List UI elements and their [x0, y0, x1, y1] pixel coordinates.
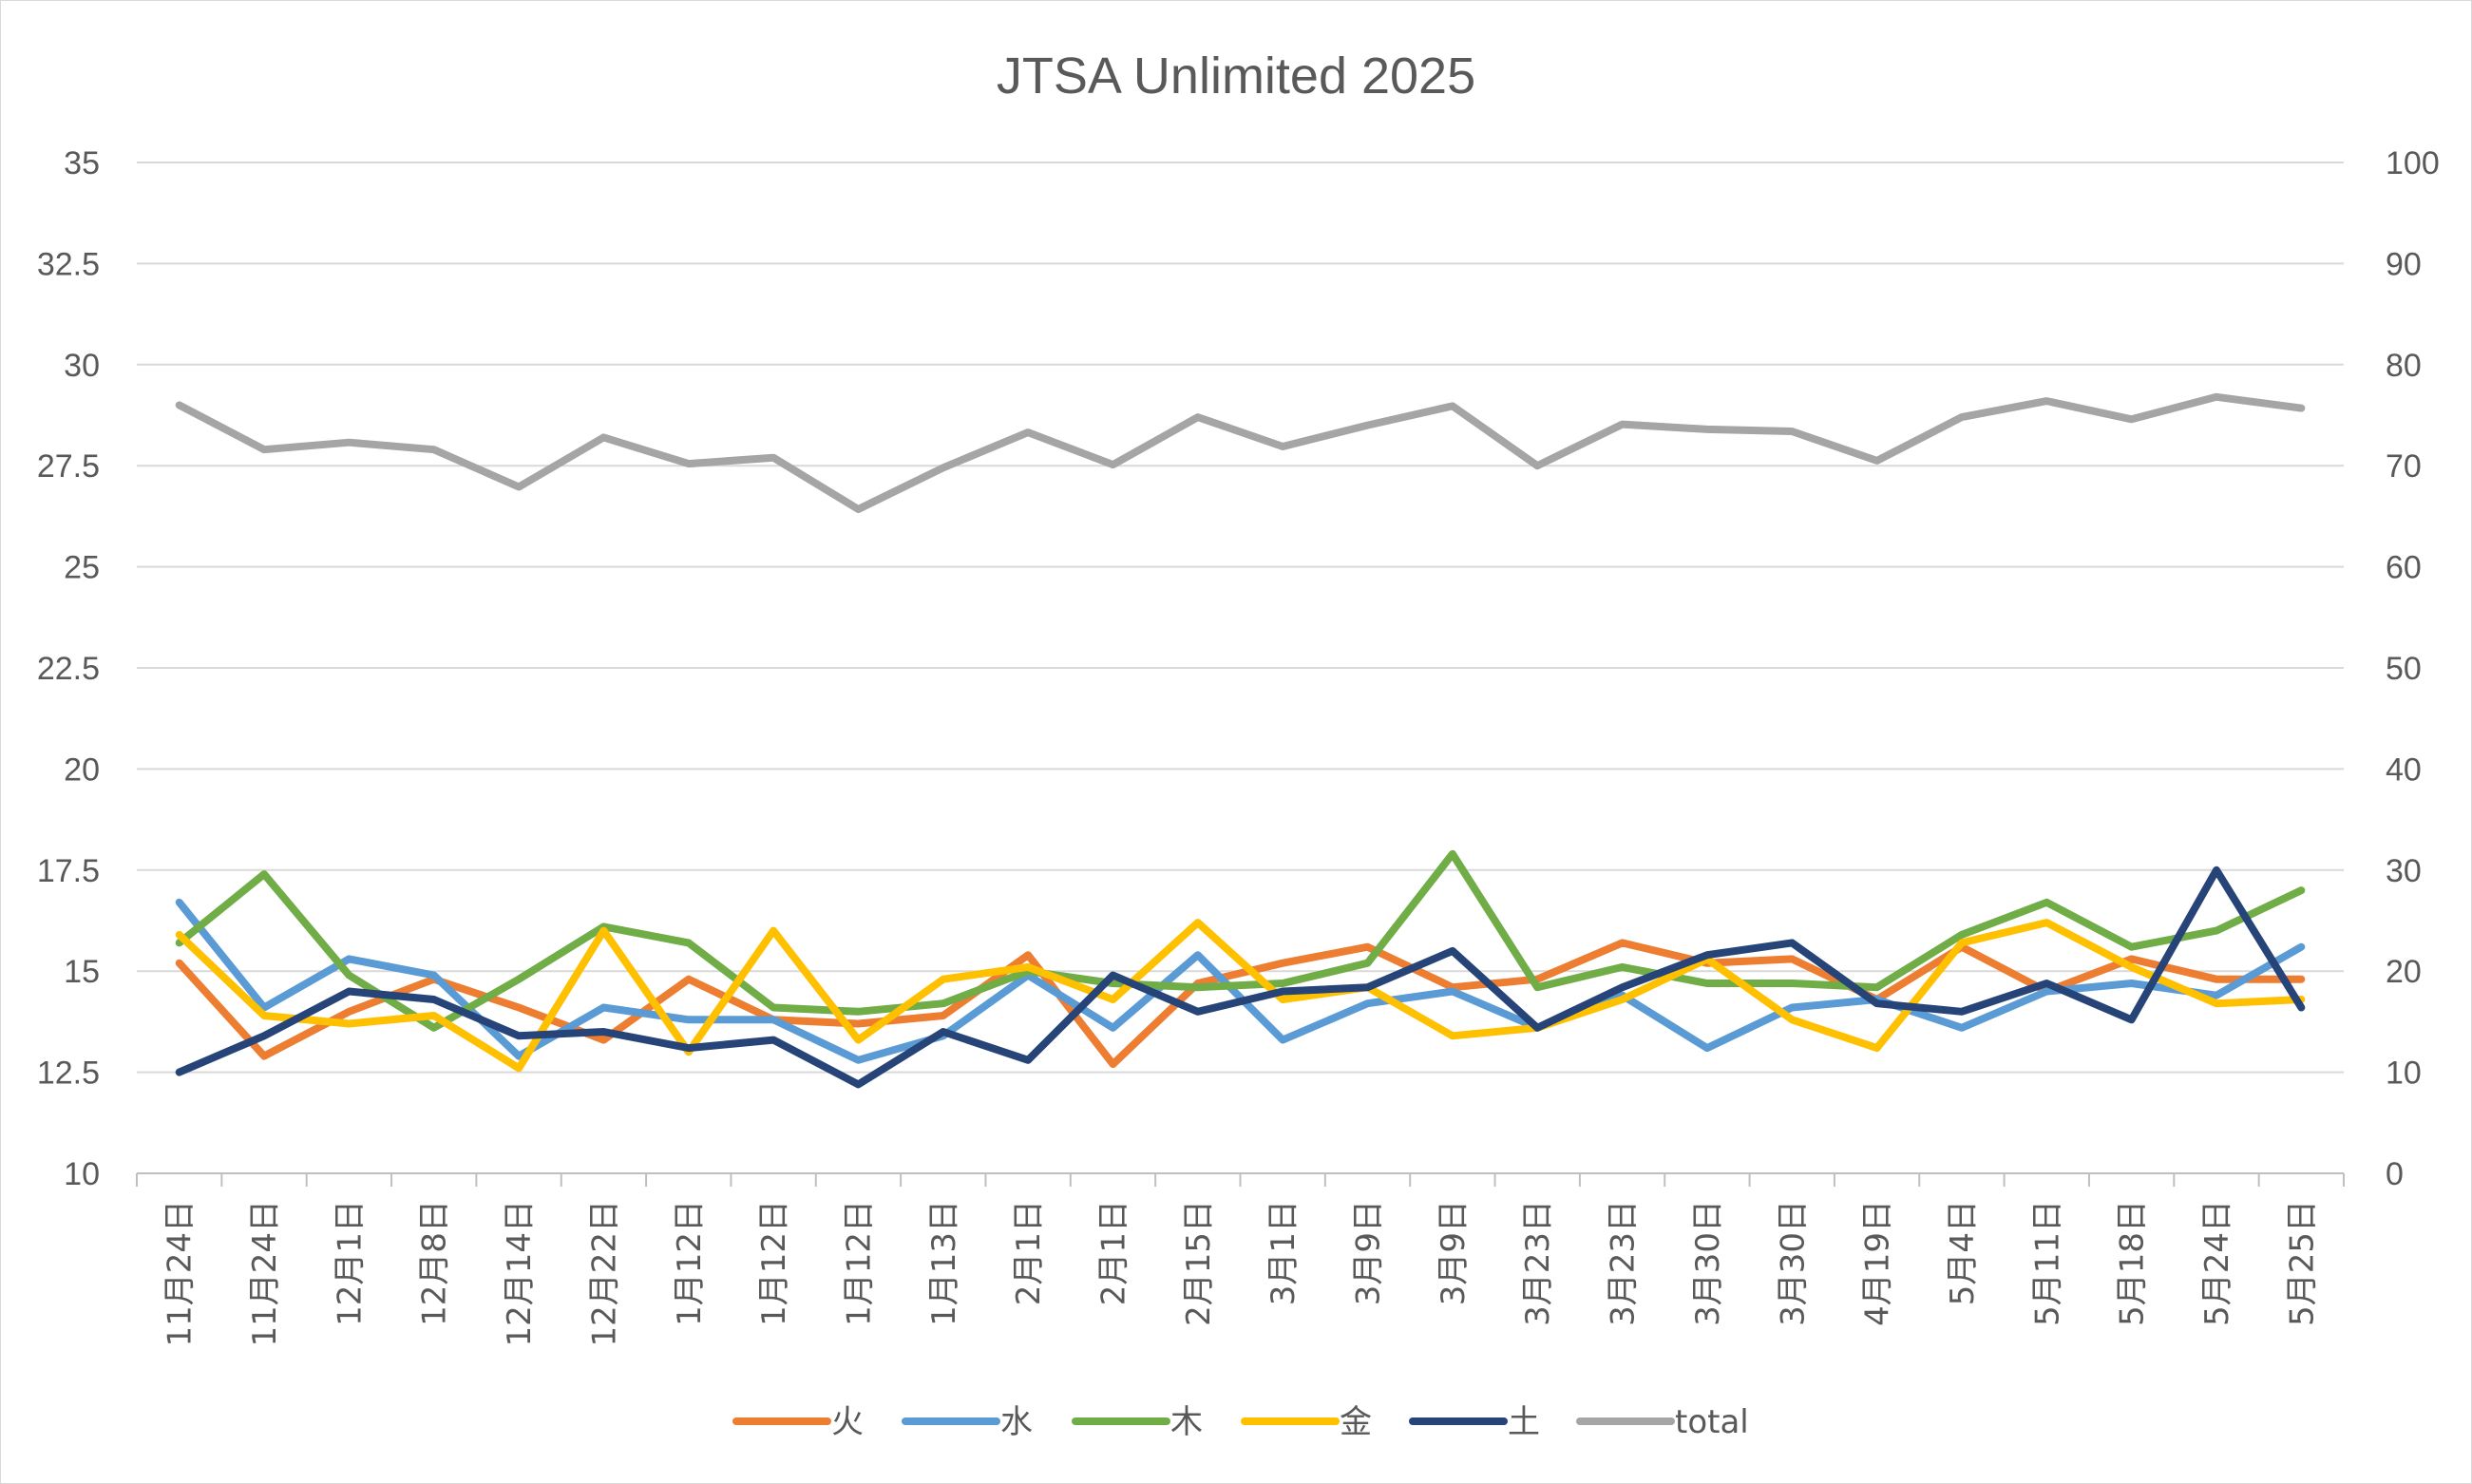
y2-tick-label: 70	[2386, 448, 2422, 485]
x-tick-label: 2月15日	[1180, 1200, 1218, 1326]
legend-label: 金	[1340, 1403, 1372, 1441]
x-tick-label: 3月30日	[1689, 1200, 1727, 1326]
x-tick-label: 3月23日	[1519, 1200, 1557, 1326]
legend-label: 火	[831, 1403, 864, 1441]
right-y-axis-ticks: 0 10 20 30 40 50 60 70 80 90 100	[2386, 145, 2440, 1192]
x-tick-label: 5月18日	[2114, 1200, 2152, 1326]
y-tick-label: 32.5	[37, 246, 100, 282]
y-tick-label: 10	[64, 1156, 100, 1192]
x-tick-label: 12月1日	[331, 1200, 369, 1326]
x-tick-label: 3月9日	[1350, 1200, 1388, 1305]
x-tick-label: 1月12日	[840, 1200, 878, 1326]
x-tick-label: 12月8日	[416, 1200, 454, 1326]
y-tick-label: 35	[64, 145, 100, 181]
legend-label: total	[1675, 1403, 1749, 1441]
y-tick-label: 22.5	[37, 651, 100, 687]
series-line-木	[175, 849, 2306, 1032]
y2-tick-label: 40	[2386, 752, 2422, 788]
x-tick-label: 5月4日	[1944, 1200, 1982, 1305]
y-tick-label: 25	[64, 550, 100, 586]
x-tick-label: 2月1日	[1010, 1200, 1048, 1305]
x-tick-label: 5月11日	[2028, 1200, 2066, 1326]
x-tick-label: 4月19日	[1859, 1200, 1897, 1326]
legend: 火 水 木 金 土 total	[732, 1403, 1749, 1441]
y-tick-label: 20	[64, 752, 100, 788]
x-axis-tick-labels: 11月24日 11月24日 12月1日 12月8日 12月14日 12月22日 1月12日 1…	[162, 1200, 2322, 1347]
x-axis	[136, 1172, 2345, 1187]
legend-label: 木	[1170, 1403, 1203, 1441]
x-tick-label: 5月24日	[2198, 1200, 2236, 1326]
y2-tick-label: 60	[2386, 550, 2422, 586]
y2-tick-label: 50	[2386, 651, 2422, 687]
series-line-total	[175, 392, 2306, 513]
gridlines	[137, 162, 2344, 1074]
y-tick-label: 12.5	[37, 1056, 100, 1092]
x-tick-label: 2月1日	[1094, 1200, 1132, 1305]
y-tick-label: 27.5	[37, 448, 100, 485]
x-tick-label: 1月12日	[755, 1200, 793, 1326]
y-tick-label: 15	[64, 954, 100, 990]
legend-label: 土	[1508, 1403, 1540, 1441]
x-tick-label: 3月23日	[1605, 1200, 1643, 1326]
x-tick-label: 3月1日	[1265, 1200, 1303, 1305]
y2-tick-label: 80	[2386, 348, 2422, 384]
x-tick-label: 3月9日	[1435, 1200, 1473, 1305]
series-line-土	[175, 866, 2306, 1089]
x-tick-label: 5月25日	[2283, 1200, 2321, 1326]
legend-label: 水	[1000, 1403, 1033, 1441]
left-y-axis-ticks: 10 12.5 15 17.5 20 22.5 25 27.5 30 32.5 35	[37, 145, 100, 1192]
x-tick-label: 12月22日	[585, 1200, 623, 1347]
series-line-金	[175, 919, 2306, 1073]
y2-tick-label: 100	[2386, 145, 2440, 181]
x-tick-label: 1月13日	[925, 1200, 963, 1326]
x-tick-label: 3月30日	[1774, 1200, 1812, 1326]
series-lines	[175, 392, 2306, 1089]
y2-tick-label: 0	[2386, 1156, 2404, 1192]
y2-tick-label: 30	[2386, 853, 2422, 889]
y-tick-label: 17.5	[37, 853, 100, 889]
y2-tick-label: 10	[2386, 1056, 2422, 1092]
y2-tick-label: 20	[2386, 954, 2422, 990]
x-tick-label: 11月24日	[162, 1200, 200, 1347]
y-tick-label: 30	[64, 348, 100, 384]
chart-title: JTSA Unlimited 2025	[997, 48, 1475, 105]
y2-tick-label: 90	[2386, 246, 2422, 282]
x-tick-label: 11月24日	[246, 1200, 284, 1347]
x-tick-label: 1月12日	[671, 1200, 709, 1326]
x-tick-label: 12月14日	[501, 1200, 539, 1347]
